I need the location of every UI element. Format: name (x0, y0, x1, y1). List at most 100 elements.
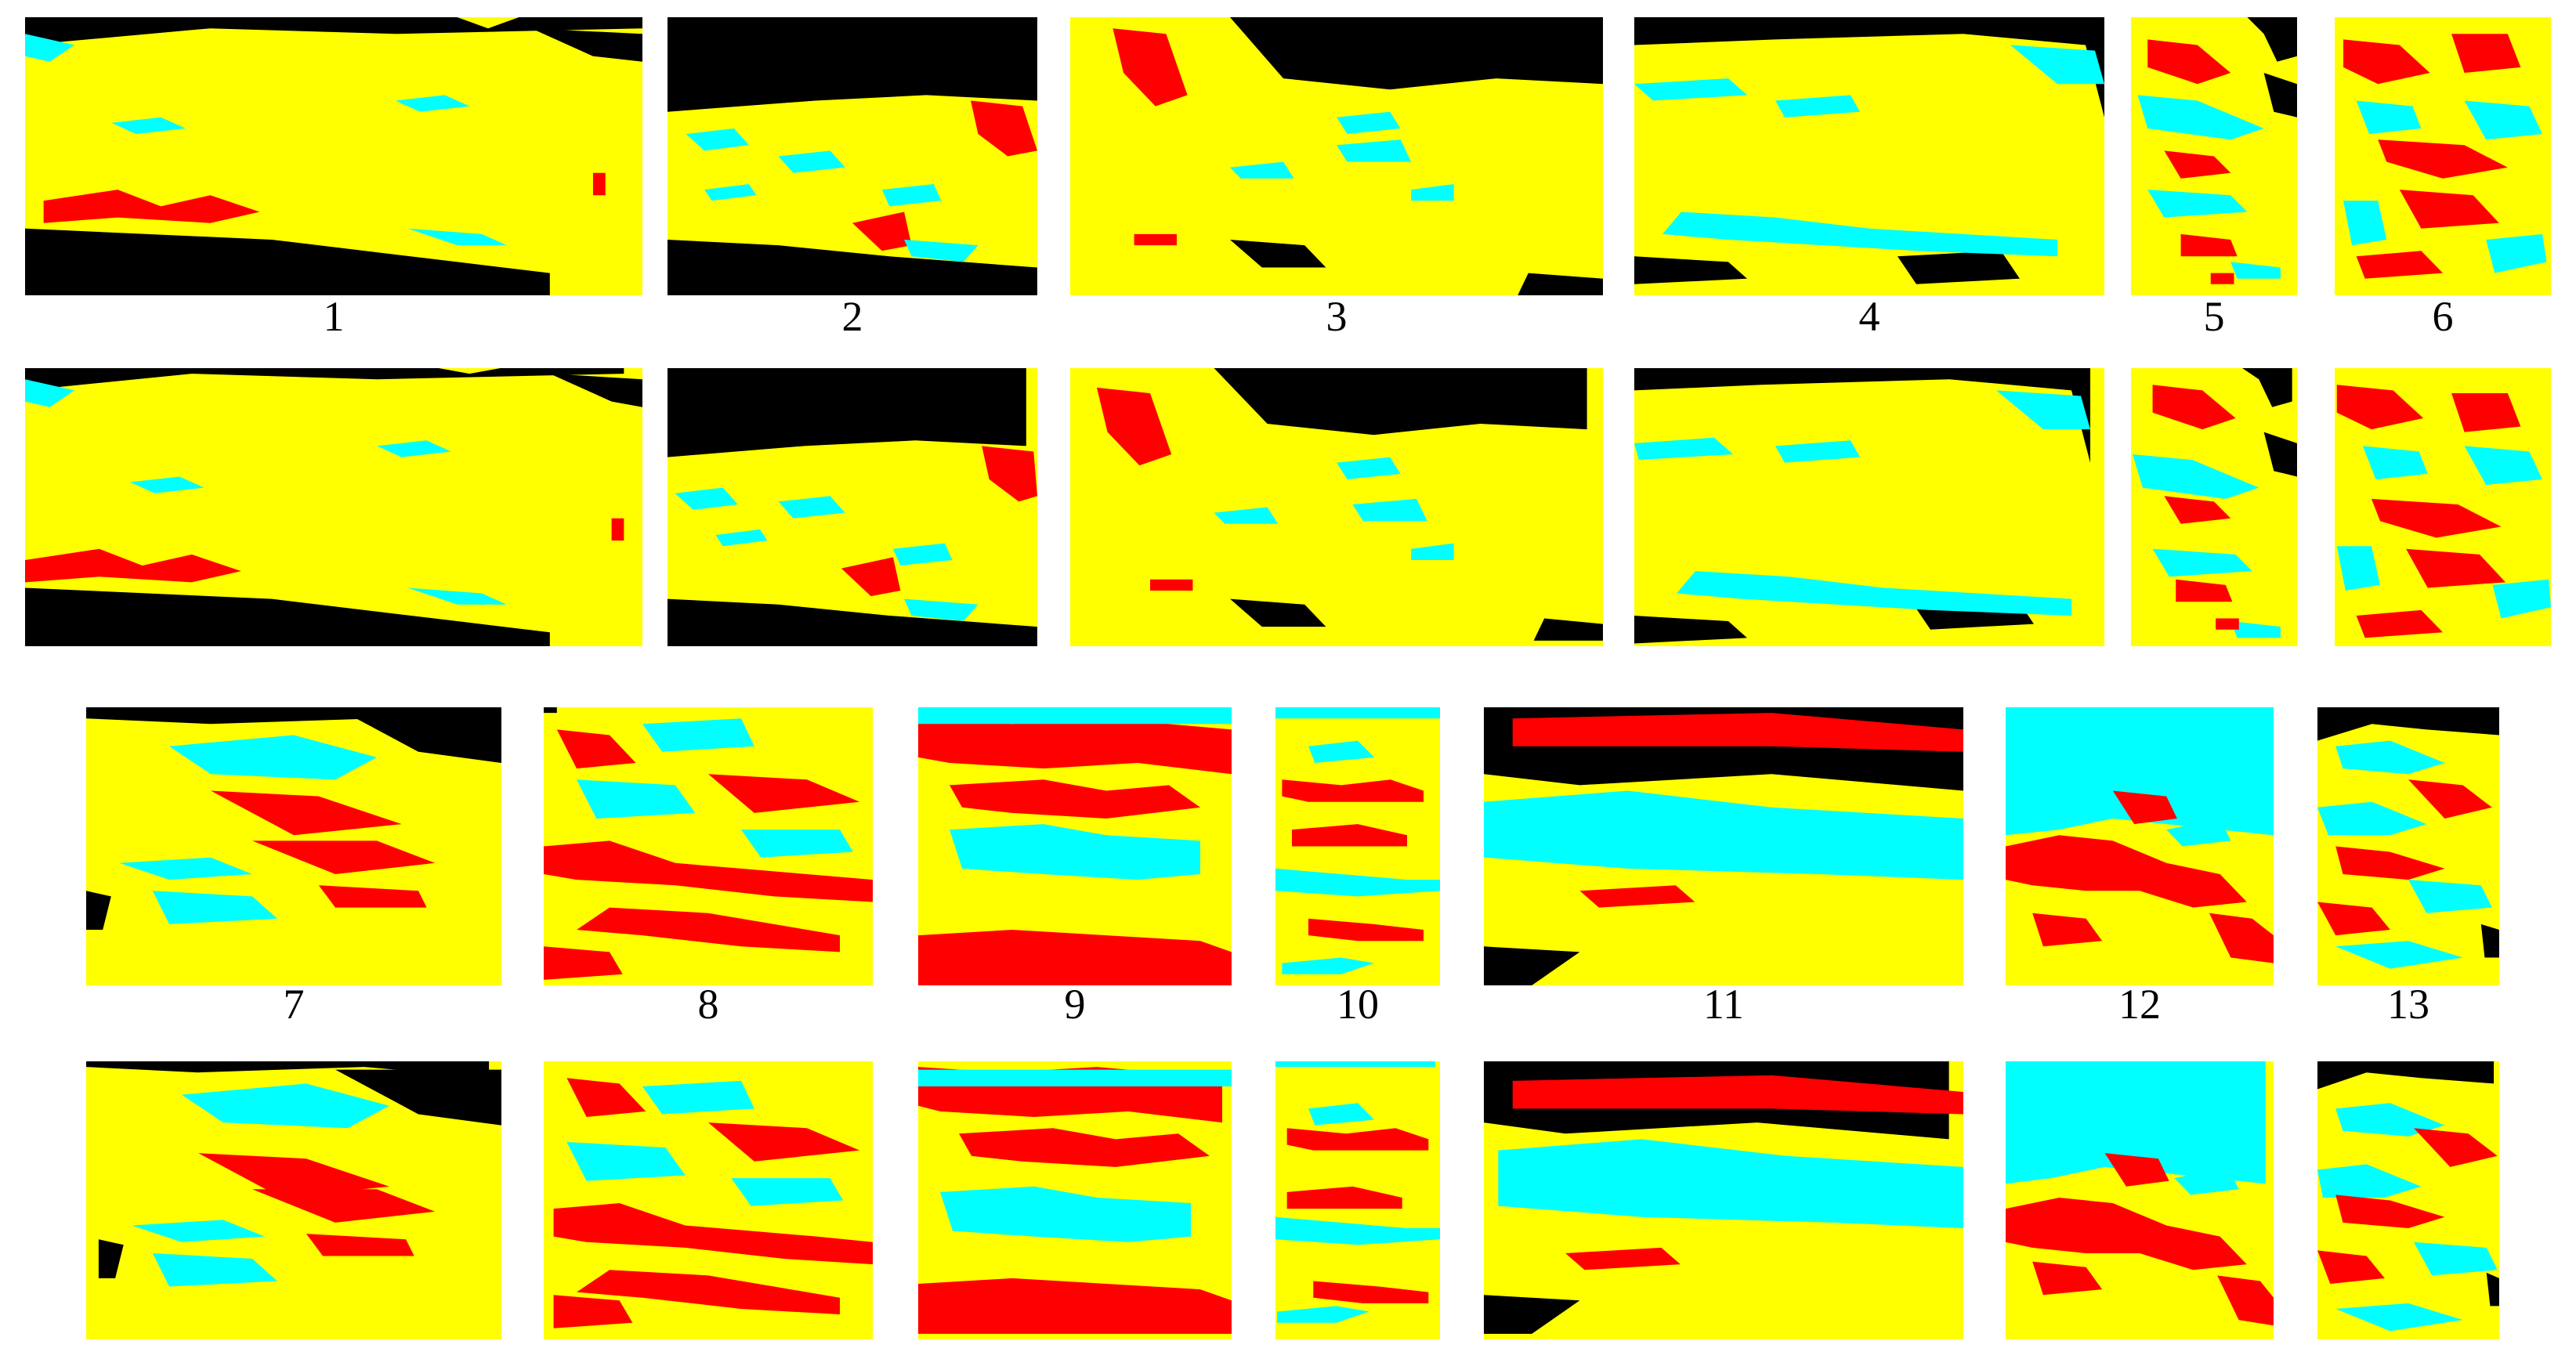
region-cyan (1337, 111, 1401, 135)
segmentation-panel-2-a (668, 17, 1037, 295)
region-cyan (1662, 211, 2057, 257)
region-black (2480, 923, 2499, 958)
segmentation-panel-7-a (86, 707, 501, 985)
segmentation-map (668, 17, 1037, 295)
region-red (611, 518, 624, 541)
region-red (982, 446, 1037, 502)
region-red (971, 100, 1037, 157)
segmentation-map (1484, 707, 1963, 985)
region-cyan (2010, 45, 2104, 85)
region-cyan (152, 891, 277, 924)
region-cyan (2413, 1242, 2498, 1276)
segmentation-panel-8-b (544, 1061, 873, 1339)
region-cyan (2166, 819, 2231, 847)
region-red (553, 1203, 873, 1265)
panel-label: 2 (841, 293, 863, 340)
segmentation-map (25, 368, 642, 646)
region-red (1286, 1128, 1429, 1151)
segmentation-panel-3-b (1070, 368, 1603, 646)
region-cyan (1498, 1139, 1963, 1228)
region-red (1579, 885, 1695, 908)
region-cyan (892, 543, 953, 566)
region-black (86, 891, 111, 930)
region-black (2263, 73, 2297, 117)
segmentation-map (1634, 17, 2104, 284)
region-red (544, 946, 623, 980)
region-cyan (1996, 390, 2090, 430)
segmentation-panel-11-b (1484, 1061, 1963, 1339)
region-cyan (1277, 1306, 1369, 1323)
region-cyan (2464, 100, 2542, 140)
region-cyan (2335, 1103, 2445, 1137)
panel-label: 12 (2118, 981, 2161, 1028)
segmentation-panel-1-a (25, 17, 642, 295)
segmentation-map (86, 1061, 501, 1287)
region-red (2104, 1153, 2169, 1187)
region-cyan (152, 1252, 277, 1287)
region-cyan (1411, 543, 1454, 560)
segmentation-panel-11-a (1484, 707, 1963, 985)
segmentation-panel-10-b (1275, 1061, 1440, 1339)
segmentation-panel-4-b (1634, 368, 2104, 646)
region-cyan (1775, 440, 1860, 463)
region-cyan (132, 1220, 265, 1242)
segmentation-panel-7-b (86, 1061, 501, 1339)
region-cyan (2133, 454, 2259, 499)
panel-label: 1 (323, 293, 345, 340)
region-cyan (2230, 621, 2281, 638)
segmentation-map (2006, 1061, 2274, 1326)
region-cyan (778, 496, 845, 519)
region-red (2356, 251, 2443, 279)
region-red (43, 190, 260, 223)
segmentation-panel-10-a (1275, 707, 1440, 985)
region-cyan (1634, 437, 1733, 461)
region-black (2247, 17, 2297, 62)
region-cyan (2408, 880, 2492, 913)
region-red (2335, 846, 2445, 880)
region-red (708, 1122, 860, 1162)
region-black (335, 1069, 501, 1126)
segmentation-map (918, 707, 1232, 985)
region-cyan (1775, 95, 1860, 117)
region-red (2216, 618, 2239, 630)
region-cyan (111, 117, 186, 135)
region-cyan (377, 440, 451, 457)
region-black (2317, 707, 2499, 741)
region-cyan (25, 34, 75, 62)
region-cyan (715, 529, 768, 547)
region-cyan (1337, 457, 1401, 479)
region-cyan (1214, 507, 1279, 524)
region-cyan (940, 1186, 1191, 1242)
segmentation-map (25, 17, 642, 295)
region-cyan (1275, 1061, 1435, 1068)
region-red (318, 885, 427, 908)
region-red (2210, 273, 2234, 284)
region-red (252, 840, 436, 874)
region-cyan (1308, 1103, 1374, 1126)
segmentation-map (1275, 1061, 1440, 1323)
region-cyan (918, 707, 1232, 725)
region-red (544, 840, 873, 902)
region-cyan (2147, 190, 2248, 218)
region-cyan (2230, 262, 2281, 279)
region-red (2217, 1275, 2274, 1326)
region-red (592, 172, 606, 196)
region-red (306, 1234, 414, 1256)
region-cyan (181, 1083, 389, 1129)
region-black (86, 1061, 490, 1079)
region-red (2371, 498, 2502, 538)
region-red (918, 930, 1232, 985)
region-red (918, 1278, 1232, 1334)
segmentation-map (668, 368, 1037, 646)
panel-label: 5 (2203, 293, 2225, 340)
region-red (1286, 1186, 1402, 1209)
region-cyan (2335, 941, 2463, 969)
segmentation-panel-3-a (1070, 17, 1603, 295)
region-cyan (1411, 184, 1454, 201)
region-red (2317, 1250, 2385, 1284)
region-red (841, 557, 901, 597)
region-red (2006, 1197, 2247, 1270)
segmentation-panel-2-b (668, 368, 1037, 646)
region-cyan (2335, 740, 2445, 775)
region-red (1565, 1247, 1681, 1270)
